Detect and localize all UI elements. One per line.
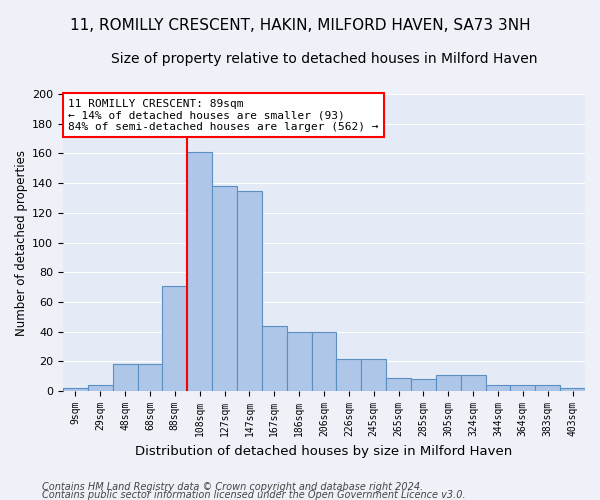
Text: Contains HM Land Registry data © Crown copyright and database right 2024.: Contains HM Land Registry data © Crown c…: [42, 482, 423, 492]
Bar: [187, 152, 212, 391]
Bar: [411, 380, 436, 391]
Bar: [262, 326, 287, 391]
Bar: [137, 364, 163, 391]
Bar: [311, 332, 337, 391]
Bar: [386, 378, 411, 391]
Text: Contains public sector information licensed under the Open Government Licence v3: Contains public sector information licen…: [42, 490, 466, 500]
Title: Size of property relative to detached houses in Milford Haven: Size of property relative to detached ho…: [111, 52, 537, 66]
Bar: [113, 364, 137, 391]
Bar: [560, 388, 585, 391]
Bar: [237, 190, 262, 391]
Bar: [63, 388, 88, 391]
Bar: [461, 375, 485, 391]
Bar: [511, 386, 535, 391]
Bar: [88, 386, 113, 391]
Bar: [337, 358, 361, 391]
Bar: [485, 386, 511, 391]
Bar: [535, 386, 560, 391]
X-axis label: Distribution of detached houses by size in Milford Haven: Distribution of detached houses by size …: [136, 444, 512, 458]
Bar: [163, 286, 187, 391]
Text: 11 ROMILLY CRESCENT: 89sqm
← 14% of detached houses are smaller (93)
84% of semi: 11 ROMILLY CRESCENT: 89sqm ← 14% of deta…: [68, 98, 379, 132]
Bar: [212, 186, 237, 391]
Bar: [361, 358, 386, 391]
Bar: [287, 332, 311, 391]
Y-axis label: Number of detached properties: Number of detached properties: [15, 150, 28, 336]
Bar: [436, 375, 461, 391]
Text: 11, ROMILLY CRESCENT, HAKIN, MILFORD HAVEN, SA73 3NH: 11, ROMILLY CRESCENT, HAKIN, MILFORD HAV…: [70, 18, 530, 32]
